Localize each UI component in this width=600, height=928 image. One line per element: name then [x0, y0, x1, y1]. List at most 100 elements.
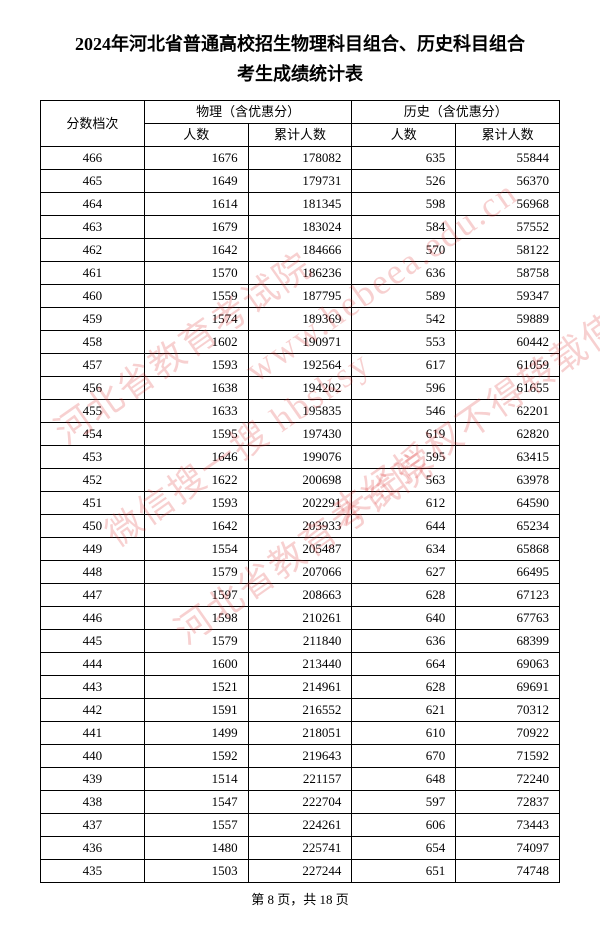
table-cell: 59889: [456, 308, 560, 331]
table-cell: 628: [352, 584, 456, 607]
table-cell: 74097: [456, 837, 560, 860]
table-row: 445157921184063668399: [41, 630, 560, 653]
table-cell: 59347: [456, 285, 560, 308]
table-cell: 621: [352, 699, 456, 722]
table-row: 443152121496162869691: [41, 676, 560, 699]
table-cell: 598: [352, 193, 456, 216]
table-cell: 589: [352, 285, 456, 308]
table-row: 452162220069856363978: [41, 469, 560, 492]
table-cell: 459: [41, 308, 145, 331]
table-cell: 628: [352, 676, 456, 699]
table-cell: 458: [41, 331, 145, 354]
table-cell: 187795: [248, 285, 352, 308]
table-cell: 189369: [248, 308, 352, 331]
table-row: 451159320229161264590: [41, 492, 560, 515]
table-cell: 441: [41, 722, 145, 745]
table-cell: 64590: [456, 492, 560, 515]
table-cell: 184666: [248, 239, 352, 262]
table-cell: 440: [41, 745, 145, 768]
table-cell: 444: [41, 653, 145, 676]
table-cell: 192564: [248, 354, 352, 377]
table-cell: 595: [352, 446, 456, 469]
table-cell: 612: [352, 492, 456, 515]
table-cell: 186236: [248, 262, 352, 285]
table-cell: 464: [41, 193, 145, 216]
page-footer: 第 8 页，共 18 页: [40, 889, 560, 908]
table-row: 464161418134559856968: [41, 193, 560, 216]
table-cell: 1646: [144, 446, 248, 469]
table-cell: 62820: [456, 423, 560, 446]
table-cell: 56968: [456, 193, 560, 216]
table-cell: 1592: [144, 745, 248, 768]
table-row: 437155722426160673443: [41, 814, 560, 837]
table-cell: 651: [352, 860, 456, 883]
page-title-line2: 考生成绩统计表: [40, 60, 560, 86]
table-cell: 181345: [248, 193, 352, 216]
table-cell: 627: [352, 561, 456, 584]
table-cell: 210261: [248, 607, 352, 630]
table-cell: 178082: [248, 147, 352, 170]
table-cell: 219643: [248, 745, 352, 768]
table-cell: 445: [41, 630, 145, 653]
table-cell: 542: [352, 308, 456, 331]
table-cell: 60442: [456, 331, 560, 354]
score-table: 分数档次 物理（含优惠分） 历史（含优惠分） 人数 累计人数 人数 累计人数 4…: [40, 100, 560, 883]
table-cell: 1499: [144, 722, 248, 745]
table-cell: 1559: [144, 285, 248, 308]
header-history-count: 人数: [352, 124, 456, 147]
table-cell: 1514: [144, 768, 248, 791]
table-row: 446159821026164067763: [41, 607, 560, 630]
table-cell: 597: [352, 791, 456, 814]
header-physics-cum: 累计人数: [248, 124, 352, 147]
table-cell: 63415: [456, 446, 560, 469]
table-cell: 546: [352, 400, 456, 423]
table-cell: 1598: [144, 607, 248, 630]
table-cell: 610: [352, 722, 456, 745]
table-cell: 460: [41, 285, 145, 308]
table-cell: 62201: [456, 400, 560, 423]
table-row: 442159121655262170312: [41, 699, 560, 722]
table-cell: 606: [352, 814, 456, 837]
table-cell: 58758: [456, 262, 560, 285]
table-row: 448157920706662766495: [41, 561, 560, 584]
table-row: 454159519743061962820: [41, 423, 560, 446]
table-cell: 456: [41, 377, 145, 400]
table-cell: 442: [41, 699, 145, 722]
table-cell: 1600: [144, 653, 248, 676]
table-cell: 526: [352, 170, 456, 193]
table-row: 435150322724465174748: [41, 860, 560, 883]
table-cell: 179731: [248, 170, 352, 193]
table-cell: 1595: [144, 423, 248, 446]
table-cell: 1574: [144, 308, 248, 331]
table-cell: 68399: [456, 630, 560, 653]
table-cell: 55844: [456, 147, 560, 170]
table-cell: 1642: [144, 239, 248, 262]
table-cell: 619: [352, 423, 456, 446]
table-row: 449155420548763465868: [41, 538, 560, 561]
table-cell: 63978: [456, 469, 560, 492]
table-cell: 1593: [144, 354, 248, 377]
table-cell: 670: [352, 745, 456, 768]
table-cell: 58122: [456, 239, 560, 262]
table-cell: 1642: [144, 515, 248, 538]
table-cell: 56370: [456, 170, 560, 193]
table-row: 462164218466657058122: [41, 239, 560, 262]
table-cell: 570: [352, 239, 456, 262]
table-cell: 72837: [456, 791, 560, 814]
header-physics-count: 人数: [144, 124, 248, 147]
table-cell: 436: [41, 837, 145, 860]
table-cell: 455: [41, 400, 145, 423]
table-cell: 453: [41, 446, 145, 469]
table-cell: 1638: [144, 377, 248, 400]
table-cell: 1633: [144, 400, 248, 423]
table-cell: 203933: [248, 515, 352, 538]
table-cell: 463: [41, 216, 145, 239]
table-cell: 1593: [144, 492, 248, 515]
table-row: 436148022574165474097: [41, 837, 560, 860]
table-cell: 61655: [456, 377, 560, 400]
table-cell: 1676: [144, 147, 248, 170]
table-cell: 1649: [144, 170, 248, 193]
table-cell: 563: [352, 469, 456, 492]
header-history: 历史（含优惠分）: [352, 101, 560, 124]
table-cell: 439: [41, 768, 145, 791]
